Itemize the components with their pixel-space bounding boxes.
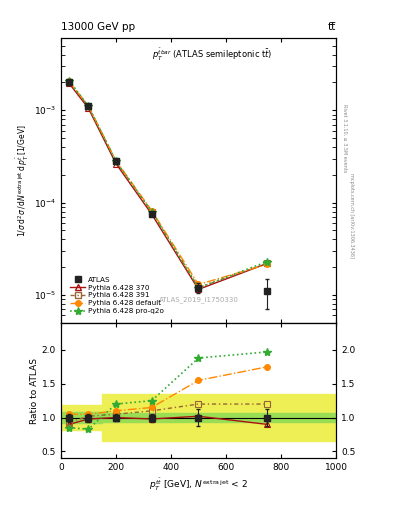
Text: tt̅: tt̅ (328, 22, 336, 32)
Text: 13000 GeV pp: 13000 GeV pp (61, 22, 135, 32)
Y-axis label: $1/\sigma\,\mathrm{d}^2\sigma\,/\,\mathrm{d}N^{\mathrm{extra\,jet}}\,\mathrm{d}\: $1/\sigma\,\mathrm{d}^2\sigma\,/\,\mathr… (15, 124, 31, 237)
Text: $p_T^{\bar{t}bar}$ (ATLAS semileptonic t$\bar{t}$): $p_T^{\bar{t}bar}$ (ATLAS semileptonic t… (152, 47, 272, 63)
Text: ATLAS_2019_I1750330: ATLAS_2019_I1750330 (158, 296, 239, 303)
X-axis label: $p_T^{t\bar{t}}$ [GeV], $N^{\mathrm{extra\,jet}}$ < 2: $p_T^{t\bar{t}}$ [GeV], $N^{\mathrm{extr… (149, 476, 248, 493)
Legend: ATLAS, Pythia 6.428 370, Pythia 6.428 391, Pythia 6.428 default, Pythia 6.428 pr: ATLAS, Pythia 6.428 370, Pythia 6.428 39… (67, 274, 167, 317)
Y-axis label: Ratio to ATLAS: Ratio to ATLAS (30, 357, 39, 423)
Text: mcplots.cern.ch [arXiv:1306.3436]: mcplots.cern.ch [arXiv:1306.3436] (349, 173, 354, 258)
Text: Rivet 3.1.10, ≥ 3.5M events: Rivet 3.1.10, ≥ 3.5M events (343, 104, 347, 173)
